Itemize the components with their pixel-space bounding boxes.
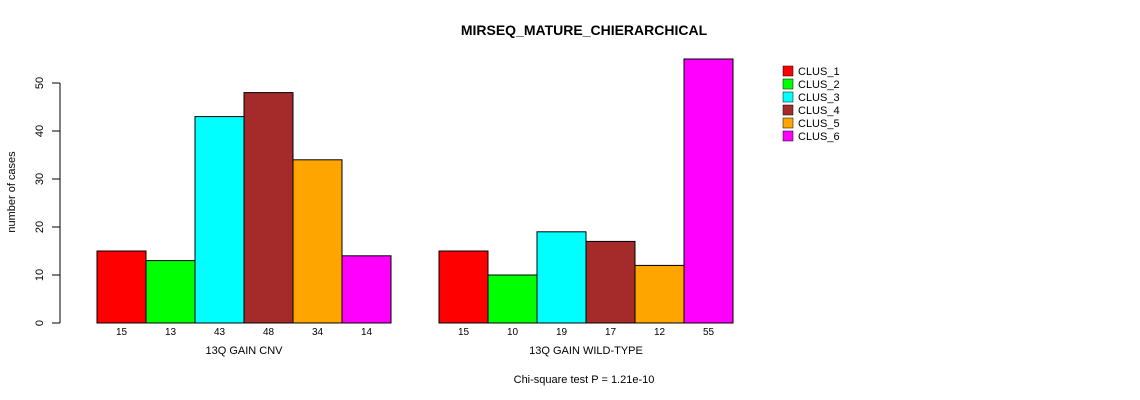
bar — [194, 116, 245, 324]
bar-count-label: 15 — [458, 327, 470, 338]
y-axis: 0 10 20 30 40 50 — [34, 77, 61, 326]
legend-label: CLUS_6 — [798, 131, 840, 143]
bar — [634, 264, 685, 324]
bar — [243, 92, 294, 324]
bar-count-label: 15 — [116, 327, 128, 338]
y-tick-label: 10 — [34, 269, 46, 281]
legend-swatch — [782, 91, 794, 103]
bar-count-label: 43 — [214, 327, 226, 338]
bar — [683, 58, 734, 324]
legend-label: CLUS_3 — [798, 92, 840, 104]
legend-swatch — [782, 104, 794, 116]
bar-count-label: 19 — [556, 327, 568, 338]
y-tick-label: 30 — [34, 173, 46, 185]
bar-count-label: 17 — [605, 327, 617, 338]
y-tick-label: 0 — [34, 320, 46, 326]
legend-swatch — [782, 78, 794, 90]
legend-label: CLUS_2 — [798, 79, 840, 91]
group-label: 13Q GAIN WILD-TYPE — [529, 345, 643, 357]
legend-label: CLUS_4 — [798, 105, 840, 117]
bar-count-label: 14 — [361, 327, 373, 338]
bar-count-label: 13 — [165, 327, 177, 338]
legend-label: CLUS_1 — [798, 66, 840, 78]
y-tick-label: 40 — [34, 125, 46, 137]
bar — [292, 159, 343, 324]
bar — [536, 231, 587, 324]
bar — [438, 250, 489, 324]
bar-count-label: 34 — [312, 327, 324, 338]
bar-group: 15 10 19 17 12 55 13Q GAIN WILD-TYPE — [438, 58, 734, 357]
legend-swatch — [782, 130, 794, 142]
bar — [96, 250, 147, 324]
bar — [145, 260, 196, 324]
group-label: 13Q GAIN CNV — [205, 345, 283, 357]
chart-title: MIRSEQ_MATURE_CHIERARCHICAL — [461, 22, 708, 38]
bar-count-label: 55 — [703, 327, 715, 338]
bar-count-label: 12 — [654, 327, 666, 338]
legend-label: CLUS_5 — [798, 118, 840, 130]
y-tick-label: 50 — [34, 77, 46, 89]
legend-swatch — [782, 117, 794, 129]
bar-count-label: 10 — [507, 327, 519, 338]
y-tick-label: 20 — [34, 221, 46, 233]
bar-count-label: 48 — [263, 327, 275, 338]
y-axis-label: number of cases — [6, 151, 18, 233]
bar — [487, 274, 538, 324]
legend-swatch — [782, 65, 794, 77]
bar-groups: 15 13 43 48 34 14 13Q GAIN CNV 15 10 19 17 12 55 13Q … — [96, 58, 734, 357]
bar — [341, 255, 392, 324]
chi-square-note: Chi-square test P = 1.21e-10 — [514, 374, 655, 386]
bar — [585, 240, 636, 324]
bar-group: 15 13 43 48 34 14 13Q GAIN CNV — [96, 92, 392, 357]
